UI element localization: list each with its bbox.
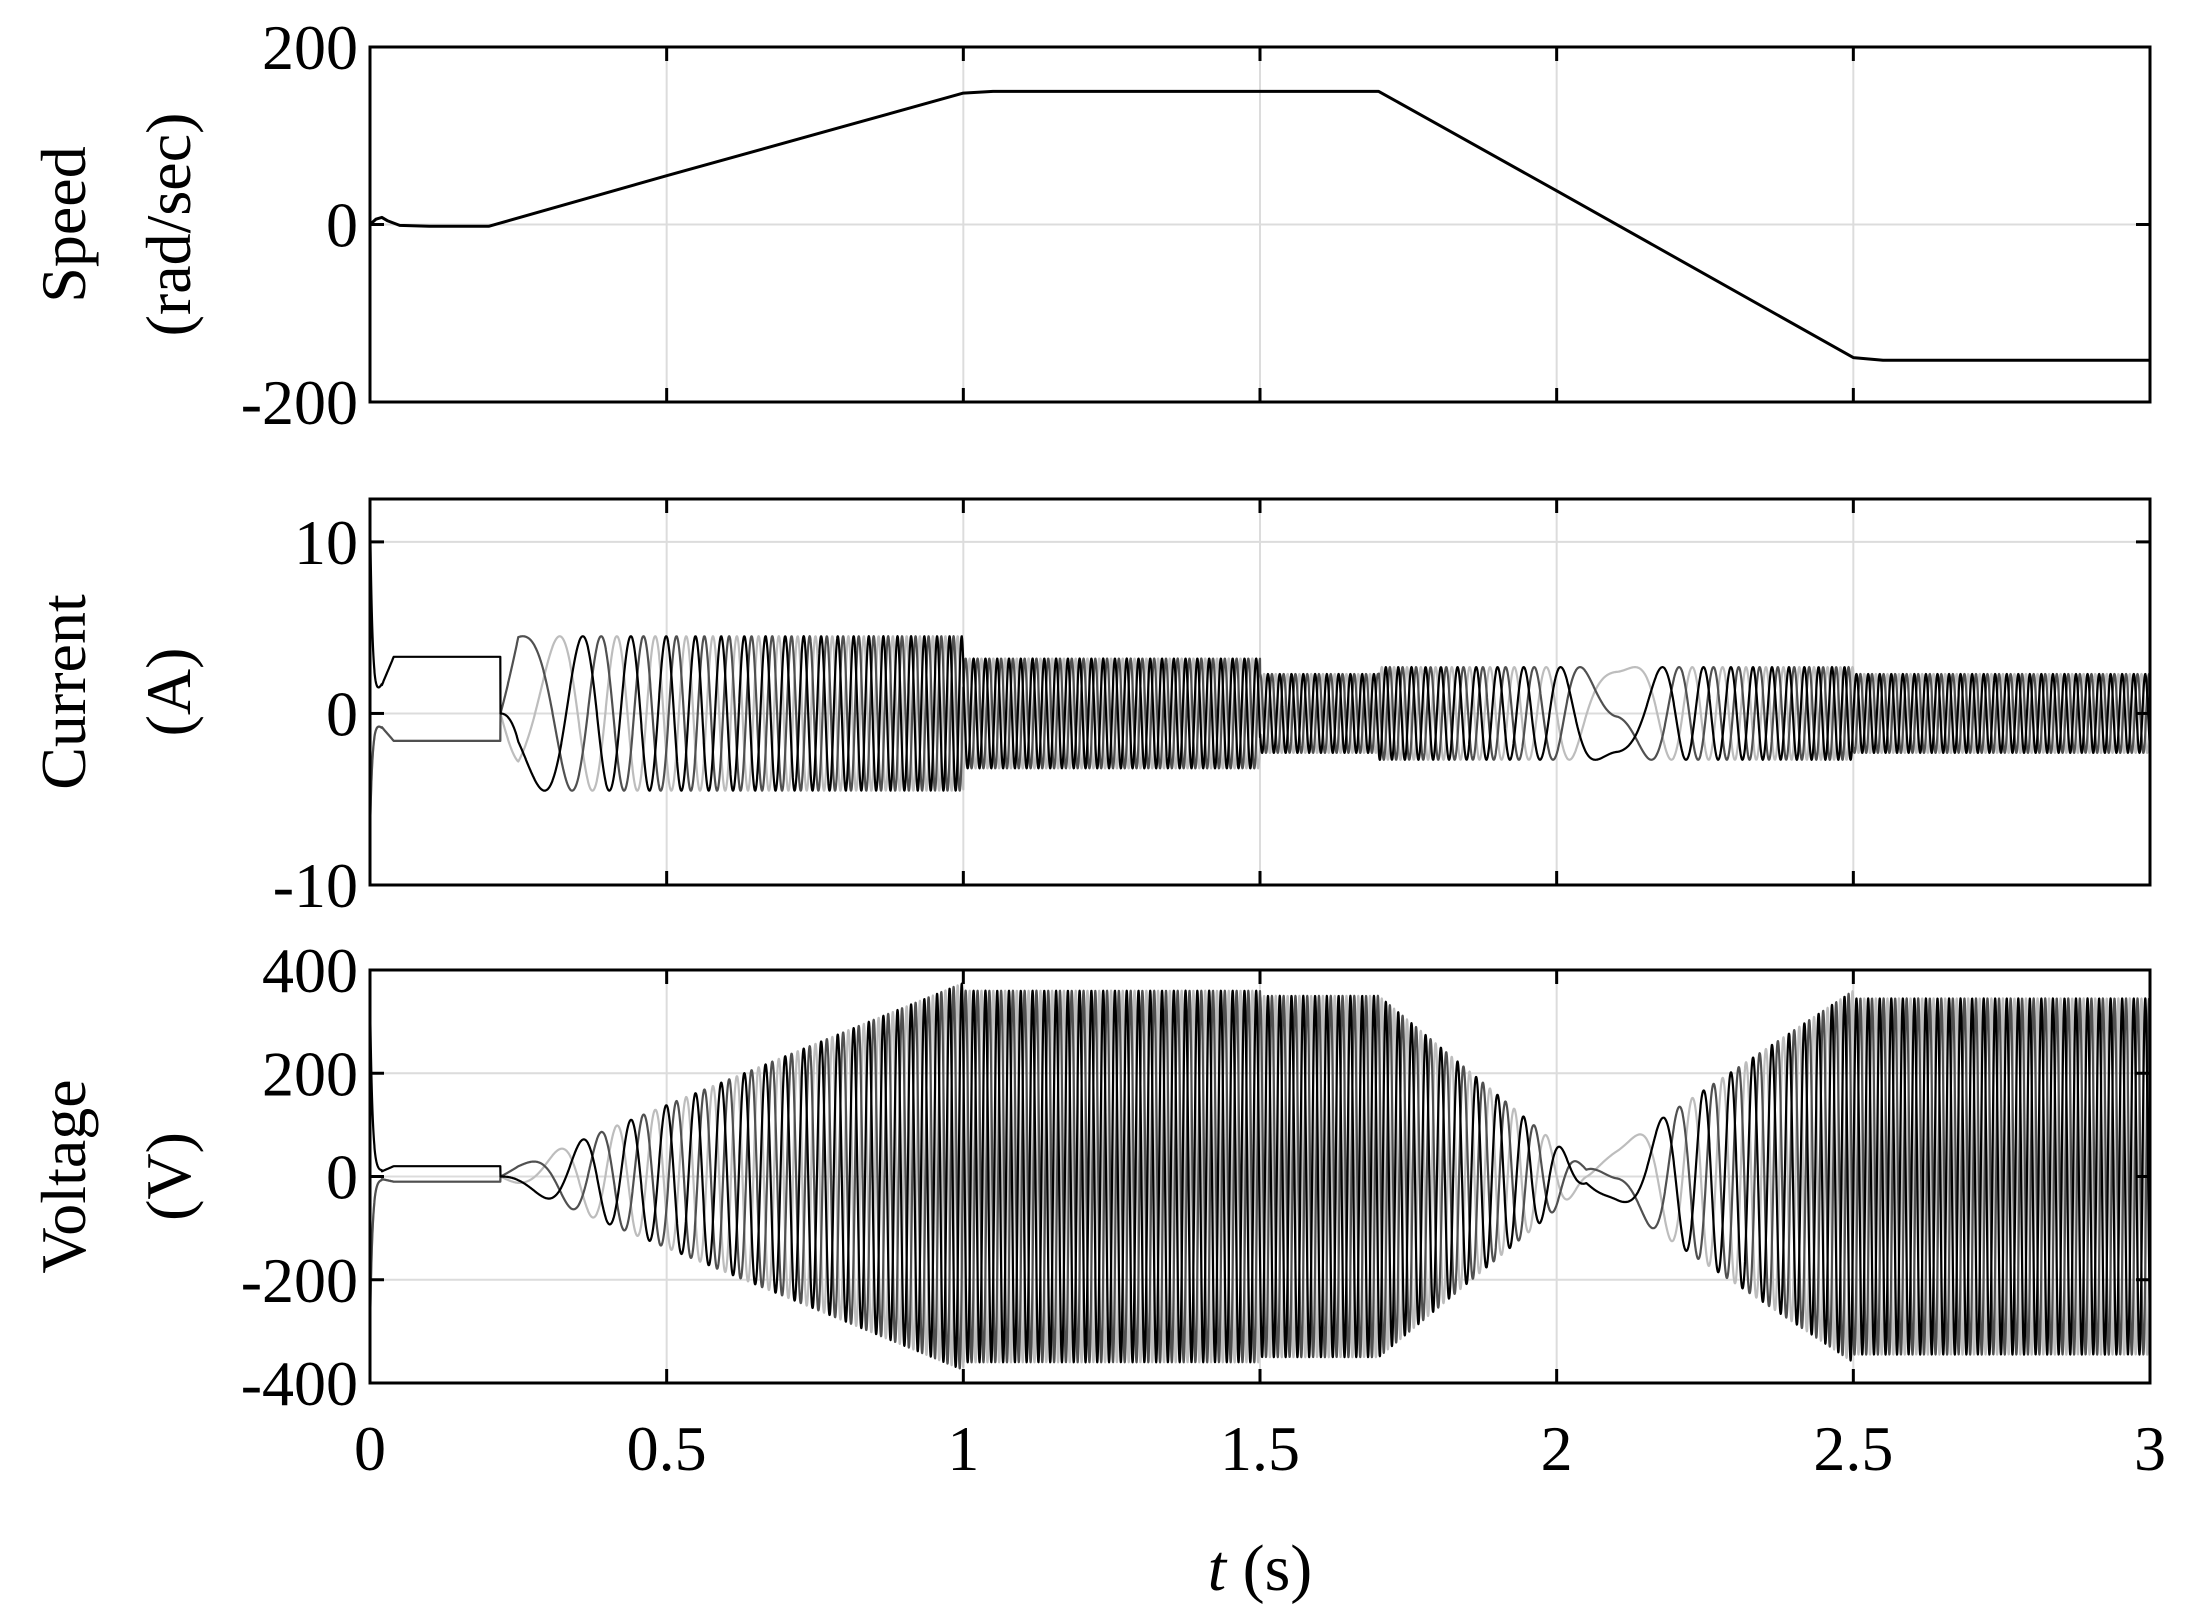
current-grid [370,499,2150,885]
speed-line [368,89,2150,362]
speed-grid [370,47,2150,402]
y-tick-label: 0 [326,678,358,749]
current-phase-line [369,635,2152,817]
speed-ylabel-line2: (rad/sec) [133,113,204,337]
speed-ticks: -200 0 200 [241,12,2152,438]
y-tick-label: -400 [241,1348,358,1419]
y-tick-label: 200 [262,12,358,83]
y-tick-label: 0 [326,1142,358,1213]
x-tick-label: 2 [1541,1413,1573,1484]
x-tick-labels: 0 0.5 1 1.5 2 2.5 3 [354,1413,2166,1484]
voltage-phase-line [369,985,2152,1370]
current-phase-line [369,537,2152,792]
y-tick-label: 200 [262,1038,358,1109]
x-tick-label: 1.5 [1220,1413,1300,1484]
y-tick-label: 400 [262,935,358,1006]
voltage-ticks: -400 -200 0 200 400 [241,935,2152,1419]
voltage-phase-line [369,982,2152,1368]
y-tick-label: 10 [294,507,358,578]
voltage-series [369,982,2152,1370]
current-ticks: -10 0 10 [273,499,2152,921]
x-axis-label: t (s) [1208,1532,1313,1605]
x-tick-label: 0.5 [627,1413,707,1484]
x-axis-label-unit: (s) [1226,1532,1312,1605]
y-tick-label: -200 [241,367,358,438]
x-tick-label: 1 [947,1413,979,1484]
current-ylabel-line2: (A) [133,648,204,737]
x-tick-label: 0 [354,1413,386,1484]
current-ylabel-line1: Current [28,594,99,790]
voltage-panel: -400 -200 0 200 400 Voltage (V) [28,935,2152,1419]
y-tick-label: 0 [326,190,358,261]
y-tick-label: -10 [273,850,358,921]
speed-ylabel-line1: Speed [28,146,99,302]
current-series [369,537,2152,817]
x-tick-label: 2.5 [1813,1413,1893,1484]
speed-panel: -200 0 200 Speed (rad/sec) [28,12,2152,438]
current-panel: -10 0 10 Current (A) [28,497,2152,921]
voltage-ylabel-line2: (V) [133,1132,204,1221]
speed-series [368,89,2150,362]
y-tick-label: -200 [241,1245,358,1316]
x-tick-label: 3 [2134,1413,2166,1484]
x-axis-label-variable: t [1208,1532,1228,1605]
voltage-ylabel-line1: Voltage [28,1079,99,1273]
